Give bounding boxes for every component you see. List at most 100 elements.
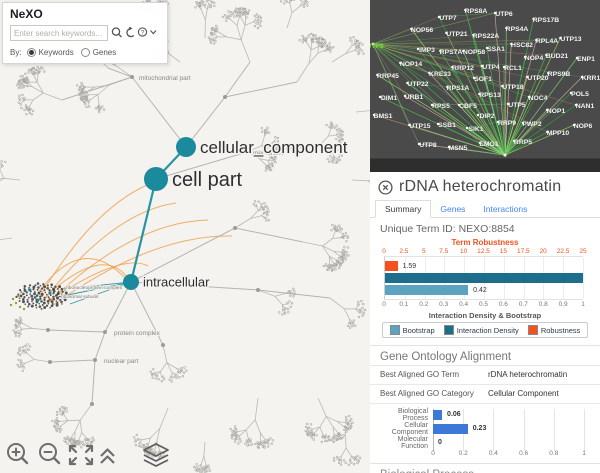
zoom-in-icon[interactable] [7,443,29,465]
gene-node[interactable] [416,47,420,51]
gene-node-label[interactable]: RRP5 [514,139,532,146]
gene-node-label[interactable]: KRE33 [429,71,451,78]
search-input[interactable] [10,25,108,41]
gene-node[interactable] [447,145,451,149]
gene-network-panel[interactable]: UTP7 RPS8A UTP6 RPS17B NOP56 UTP21 RPS22A RPS4A… [370,0,600,172]
gene-node-label[interactable]: UTP5 [508,102,526,109]
gene-node-label[interactable]: URB1 [405,94,424,101]
gene-node-label[interactable]: NOP1 [547,108,566,115]
gene-node-label[interactable]: PWP2 [522,121,541,128]
gene-node[interactable] [580,75,584,79]
gene-node[interactable] [376,73,379,77]
gene-node[interactable] [464,8,467,12]
gene-node[interactable] [510,42,513,46]
gene-node[interactable] [545,53,548,57]
gene-node[interactable] [408,123,411,127]
gene-node-label[interactable]: NOP14 [400,61,423,68]
gene-node[interactable] [547,71,550,75]
gene-node-label[interactable]: HSC82 [511,42,533,49]
search-icon[interactable] [111,27,122,38]
gene-node[interactable] [521,121,525,125]
gene-node-label[interactable]: SOF1 [474,76,492,83]
gene-node[interactable] [439,49,442,53]
gene-node[interactable] [480,64,484,68]
gene-node-label[interactable]: RPS17B [533,17,560,24]
gene-node[interactable] [428,71,431,75]
gene-node-label[interactable]: IMP3 [419,47,435,54]
gene-node-label[interactable]: RPS13 [479,92,501,99]
gene-node[interactable] [417,142,421,146]
gene-nodes[interactable]: UTP7 RPS8A UTP6 RPS17B NOP56 UTP21 RPS22A RPS4A… [370,8,600,171]
layers-icon[interactable] [143,443,169,467]
gene-node-label[interactable]: RRP45 [377,73,399,80]
gene-node-label[interactable]: BMS1 [374,113,393,120]
ontology-term-label[interactable]: nuclear part [103,357,140,366]
gene-node[interactable] [506,102,510,106]
gene-node-label[interactable]: UTP4 [482,64,500,71]
gene-node[interactable] [378,95,382,99]
gene-node-label[interactable]: NOP6 [574,123,593,130]
ontology-term-label[interactable]: protein complex [113,329,162,338]
ontology-graph[interactable]: mitochondrial part membrane protein comple… [0,0,370,473]
gene-node[interactable] [472,33,475,37]
collapse-chevron-icon[interactable] [150,30,157,35]
gene-hub[interactable] [503,153,507,157]
gene-node-label[interactable]: NOP4 [525,55,544,62]
gene-node-label[interactable]: UTP7 [439,15,457,22]
ontology-node-label[interactable]: cell part [171,167,244,192]
gene-node-label[interactable]: UTP15 [409,123,430,130]
double-chevron-up-icon[interactable] [100,448,115,464]
gene-node-label[interactable]: NOC4 [529,95,548,102]
ontology-node-label[interactable]: intracellular [142,273,212,291]
gene-node-label[interactable]: RRP12 [452,65,474,72]
gene-node[interactable] [493,11,497,15]
gene-node-label[interactable]: DIM1 [381,95,397,102]
gene-node[interactable] [445,31,448,35]
gene-node[interactable] [430,103,434,107]
radio-icon[interactable] [26,48,36,57]
gene-node-label[interactable]: UTP13 [560,36,581,43]
gene-node[interactable] [572,123,576,127]
gene-node-label[interactable]: NOP56 [411,27,434,34]
gene-node[interactable] [410,27,413,31]
gene-node-label[interactable]: KRR1 [582,75,600,82]
gene-node[interactable] [546,130,549,134]
gene-node-label[interactable]: UTP20 [527,75,548,82]
gene-node-label[interactable]: MPP10 [547,130,570,137]
help-icon[interactable]: ? [137,27,148,37]
gene-node-label[interactable]: NOP58 [463,49,486,56]
gene-node[interactable] [485,46,489,50]
gene-node-label[interactable]: SIK1 [468,126,483,133]
gene-node[interactable] [399,61,402,65]
gene-node-label[interactable]: BUD21 [546,53,569,60]
tab-genes[interactable]: Genes [440,204,466,214]
refresh-icon[interactable] [126,26,135,38]
gene-node-label[interactable]: RPS4A [506,26,529,33]
gene-node-label[interactable]: UTP18 [502,84,523,91]
ontology-nodes[interactable]: mitochondrial part membrane protein comple… [60,74,350,366]
ontology-term-label[interactable]: ribonucleoprotein complex [65,284,123,292]
gene-node[interactable] [575,56,579,60]
gene-node[interactable] [465,126,469,130]
gene-node[interactable] [478,92,481,96]
gene-network-graph[interactable]: UTP7 RPS8A UTP6 RPS17B NOP56 UTP21 RPS22A RPS4A… [370,0,600,172]
gene-node-label[interactable]: RPS7A [440,49,463,56]
gene-node[interactable] [496,120,500,124]
gene-node[interactable] [403,94,407,98]
gene-node-label[interactable]: EMG1 [479,141,498,148]
gene-node[interactable] [372,113,376,117]
gene-node-label[interactable]: SSA1 [487,46,505,53]
gene-node[interactable] [505,26,508,30]
gene-node-label[interactable]: RPS8A [465,8,488,15]
gene-node-label[interactable]: CBF5 [459,103,477,110]
gene-node-label[interactable]: RRP9 [498,120,516,127]
ontology-node-label[interactable]: cellular_component [199,136,350,158]
gene-node[interactable] [545,108,549,112]
gene-node[interactable] [512,139,516,143]
gene-node-label[interactable]: UTP21 [446,31,467,38]
gene-node[interactable] [476,113,480,117]
gene-hub-left-label[interactable]: UTP9 [370,43,384,50]
gene-node-label[interactable]: DIP2 [479,113,494,120]
gene-node[interactable] [502,65,506,69]
gene-node[interactable] [406,81,409,85]
